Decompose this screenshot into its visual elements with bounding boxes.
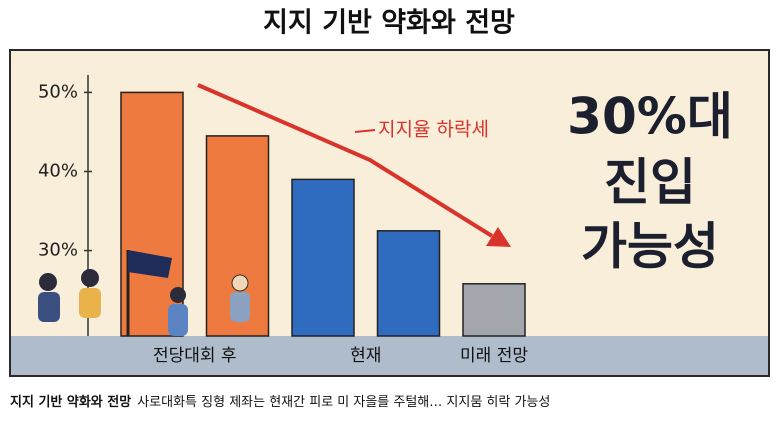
headline: 가능성 — [581, 218, 719, 276]
y-tick-label: 40% — [38, 160, 78, 181]
caption-text: 사로대화특 징형 제좌는 현재간 피로 미 자을를 주털해… 지지뭄 히락 가능… — [137, 395, 550, 410]
bar — [376, 230, 441, 337]
x-tick-label: 전당대회 후 — [153, 346, 237, 366]
annotation: 지지율 하락세 — [378, 119, 489, 141]
trend-arrow — [197, 83, 494, 238]
x-tick-label: 현재 — [350, 346, 381, 366]
headline: 진입 — [604, 154, 696, 212]
caption-bold: 지지 기반 약화와 전망 — [10, 394, 131, 410]
x-tick-label: 미래 전망 — [460, 346, 528, 366]
caption: 지지 기반 약화와 전망 사로대화특 징형 제좌는 현재간 피로 미 자을를 주털… — [10, 394, 550, 410]
illustration — [38, 250, 250, 336]
headline: 30%대 — [567, 88, 733, 146]
bar — [291, 178, 355, 337]
annotation-leader — [354, 129, 376, 133]
bar — [462, 283, 526, 337]
chart-title: 지지 기반 약화와 전망 — [263, 8, 515, 39]
ground-band — [11, 336, 768, 375]
y-tick-label: 50% — [38, 81, 78, 102]
arrow-head — [486, 227, 511, 247]
y-tick-label: 30% — [38, 240, 78, 261]
